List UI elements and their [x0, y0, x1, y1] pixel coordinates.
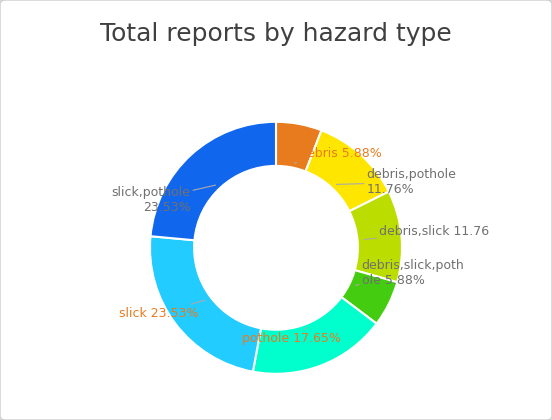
Wedge shape	[341, 270, 397, 324]
Wedge shape	[150, 236, 261, 372]
Wedge shape	[253, 297, 376, 374]
Wedge shape	[276, 122, 321, 171]
Wedge shape	[151, 122, 276, 240]
Text: pothole 17.65%: pothole 17.65%	[242, 328, 341, 345]
Text: debris,pothole
11.76%: debris,pothole 11.76%	[337, 168, 457, 196]
Wedge shape	[349, 192, 402, 282]
Text: debris,slick 11.76: debris,slick 11.76	[364, 225, 490, 239]
Text: slick,pothole
23.53%: slick,pothole 23.53%	[112, 185, 216, 214]
Wedge shape	[306, 130, 389, 211]
Text: debris 5.88%: debris 5.88%	[294, 147, 381, 163]
Text: debris,slick,poth
ole 5.88%: debris,slick,poth ole 5.88%	[355, 259, 464, 287]
Text: Total reports by hazard type: Total reports by hazard type	[100, 21, 452, 46]
Text: slick 23.53%: slick 23.53%	[119, 300, 205, 320]
